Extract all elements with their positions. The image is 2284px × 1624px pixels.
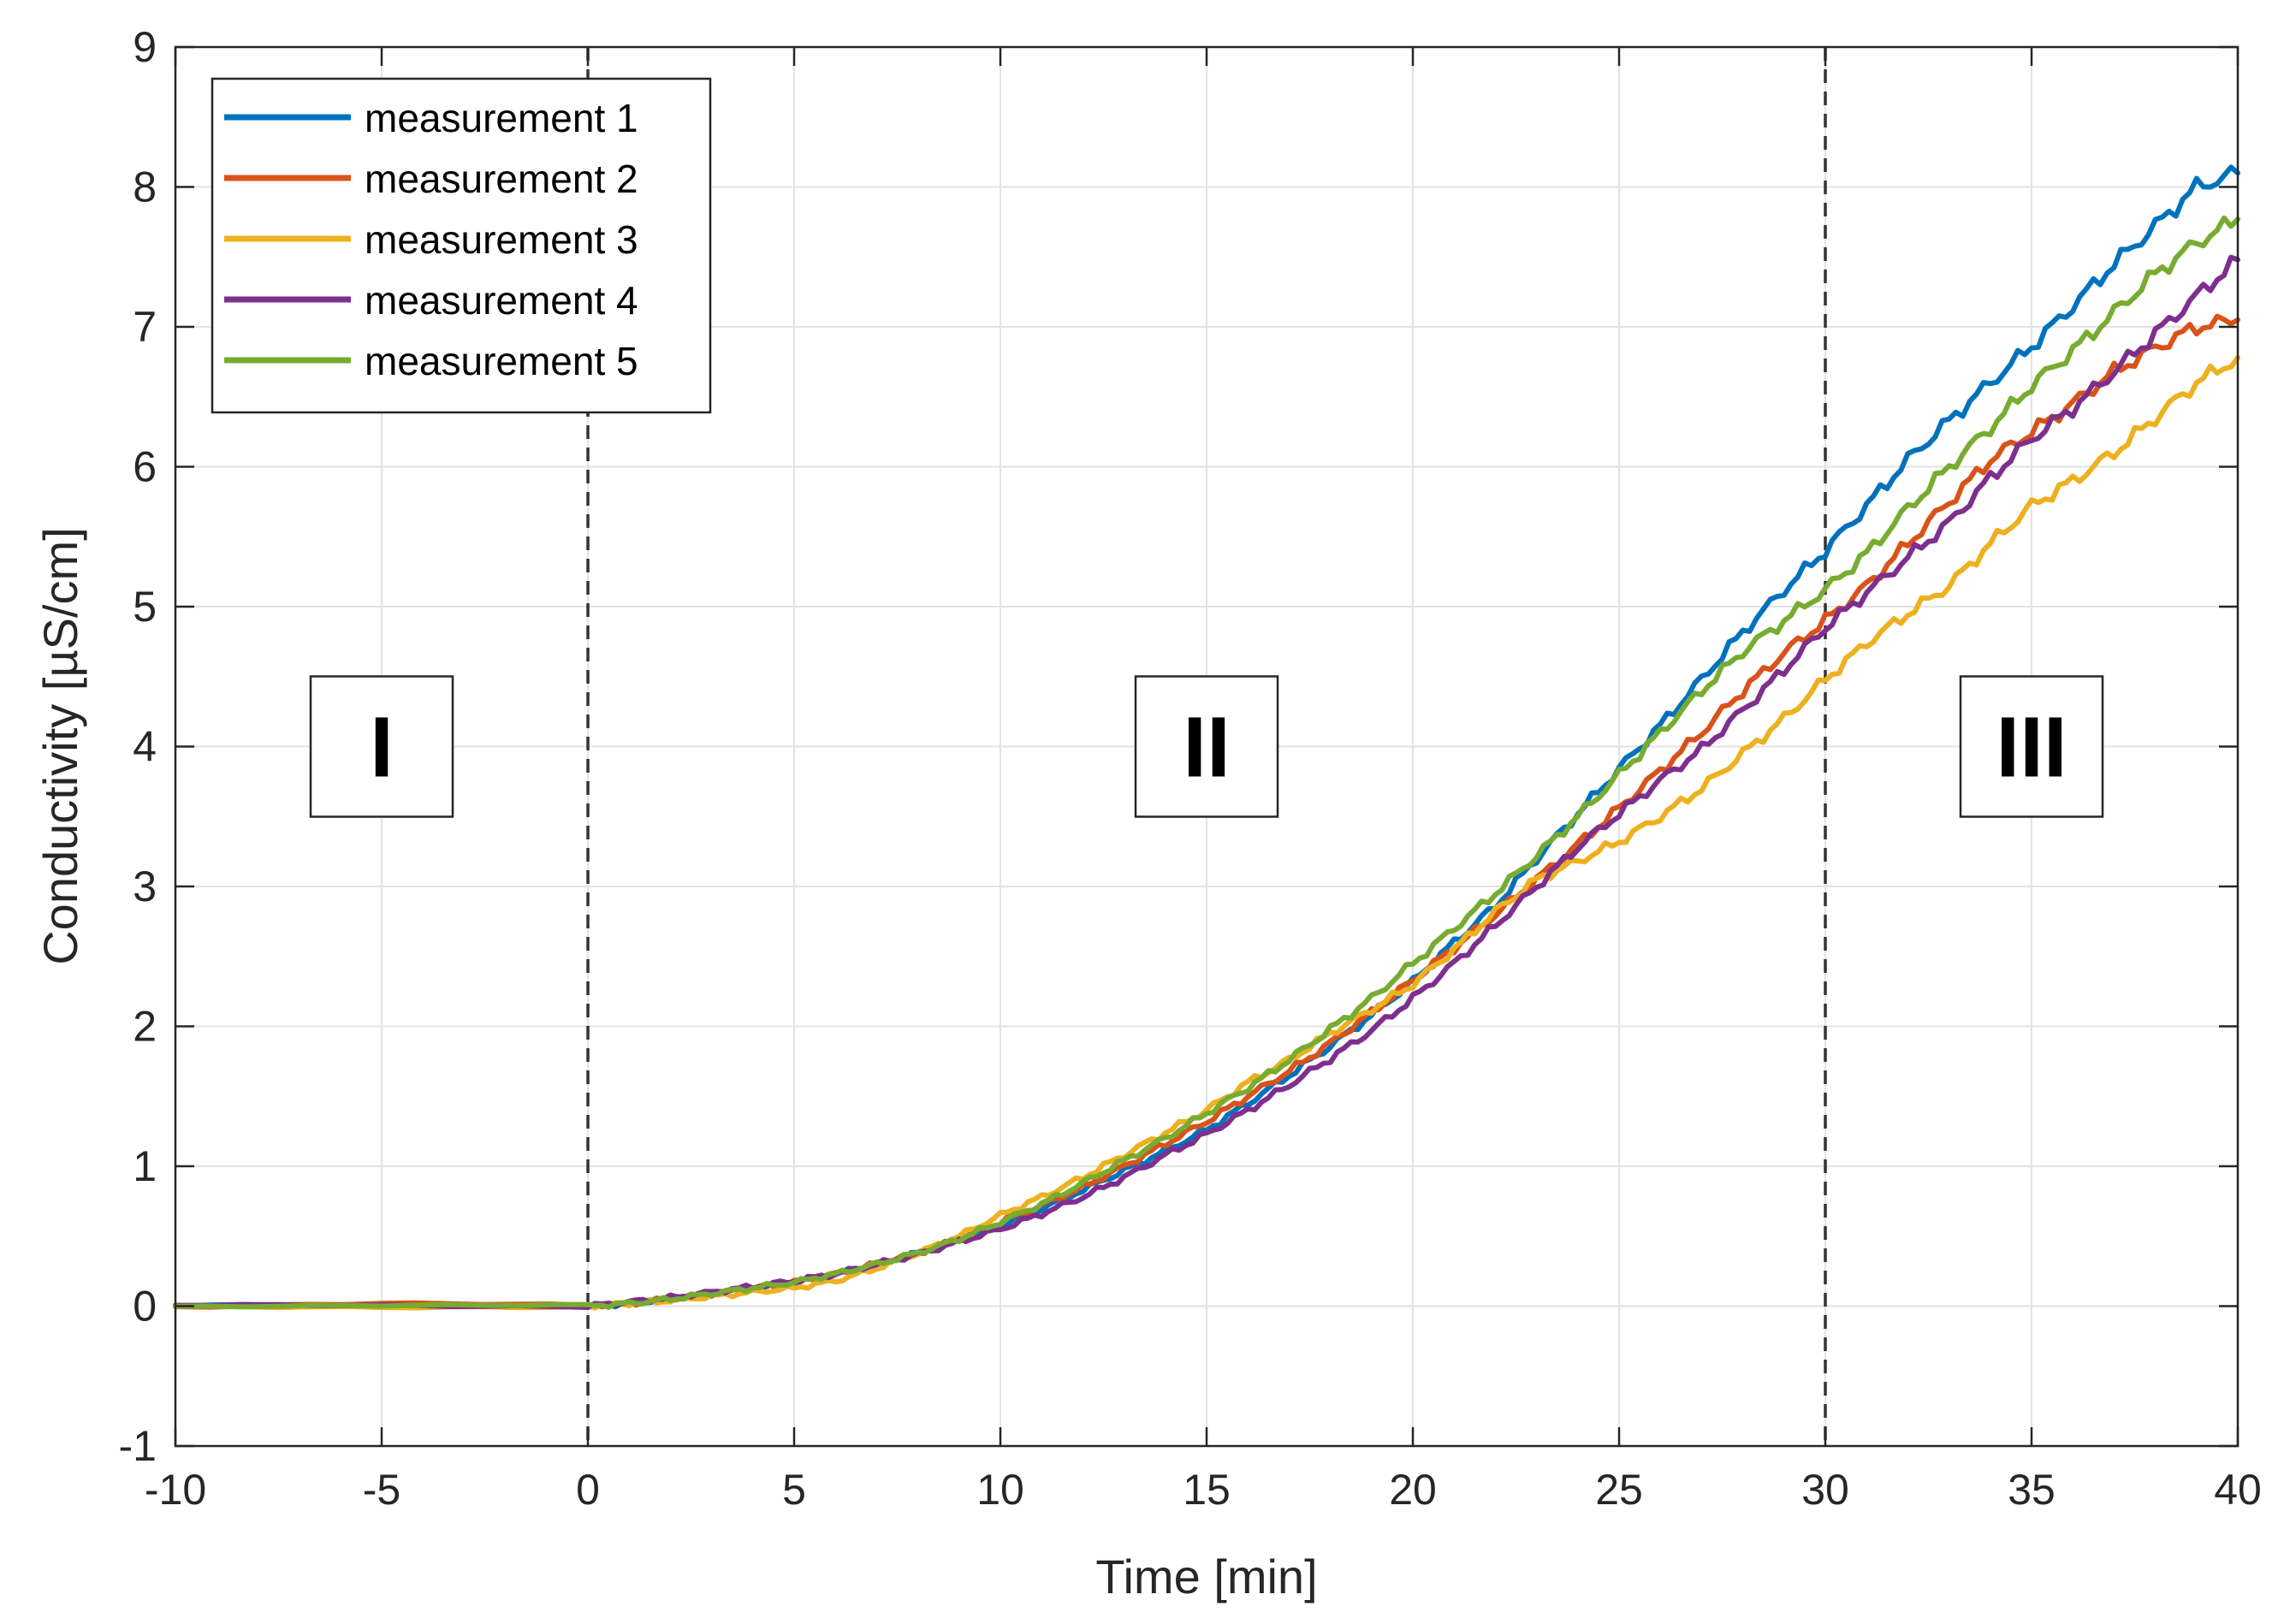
y-tick-label: 1 bbox=[133, 1142, 157, 1190]
region-label-text: III bbox=[1996, 700, 2067, 796]
legend-box bbox=[211, 77, 712, 414]
region-label-box bbox=[1959, 675, 2104, 818]
series-line-5 bbox=[173, 215, 2240, 1310]
y-tick-label: 2 bbox=[133, 1003, 157, 1051]
series-line-3 bbox=[173, 355, 2240, 1311]
x-tick-label: 40 bbox=[2214, 1466, 2262, 1514]
region-label-box bbox=[309, 675, 454, 818]
y-axis-title: Conductivity [µS/cm] bbox=[33, 527, 87, 965]
y-tick-label: 8 bbox=[133, 163, 157, 211]
x-tick-label: -5 bbox=[363, 1466, 400, 1514]
region-labels: I II III bbox=[309, 675, 2104, 818]
legend: measurement 1 measurement 2 measurement 3 m… bbox=[211, 77, 712, 414]
x-tick-label: 30 bbox=[1801, 1466, 1849, 1514]
legend-label-5: measurement 5 bbox=[365, 339, 638, 383]
x-axis-title: Time [min] bbox=[1095, 1550, 1317, 1603]
x-tick-label: 0 bbox=[576, 1466, 600, 1514]
y-tick-label: 5 bbox=[133, 583, 157, 631]
x-tick-label: 5 bbox=[782, 1466, 806, 1514]
y-tick-label: 7 bbox=[133, 303, 157, 351]
y-tick-label: 0 bbox=[133, 1283, 157, 1331]
x-tick-label: -10 bbox=[145, 1466, 206, 1514]
legend-label-3: measurement 3 bbox=[365, 217, 638, 262]
series-lines bbox=[173, 164, 2240, 1311]
region-label-text: II bbox=[1183, 700, 1231, 796]
legend-label-4: measurement 4 bbox=[365, 278, 638, 323]
x-tick-label: 25 bbox=[1595, 1466, 1643, 1514]
legend-label-2: measurement 2 bbox=[365, 157, 638, 201]
y-tick-label: 4 bbox=[133, 723, 157, 771]
y-tick-label: 9 bbox=[133, 23, 157, 71]
y-tick-label: 3 bbox=[133, 862, 157, 910]
x-tick-label: 35 bbox=[2008, 1466, 2056, 1514]
legend-label-1: measurement 1 bbox=[365, 96, 638, 140]
y-tick-label: 6 bbox=[133, 443, 157, 491]
x-tick-label: 20 bbox=[1389, 1466, 1437, 1514]
region-label-box bbox=[1134, 675, 1279, 818]
x-tick-label: 15 bbox=[1183, 1466, 1231, 1514]
region-label-text: I bbox=[370, 700, 394, 796]
x-tick-label: 10 bbox=[976, 1466, 1024, 1514]
y-tick-label: -1 bbox=[119, 1422, 157, 1470]
